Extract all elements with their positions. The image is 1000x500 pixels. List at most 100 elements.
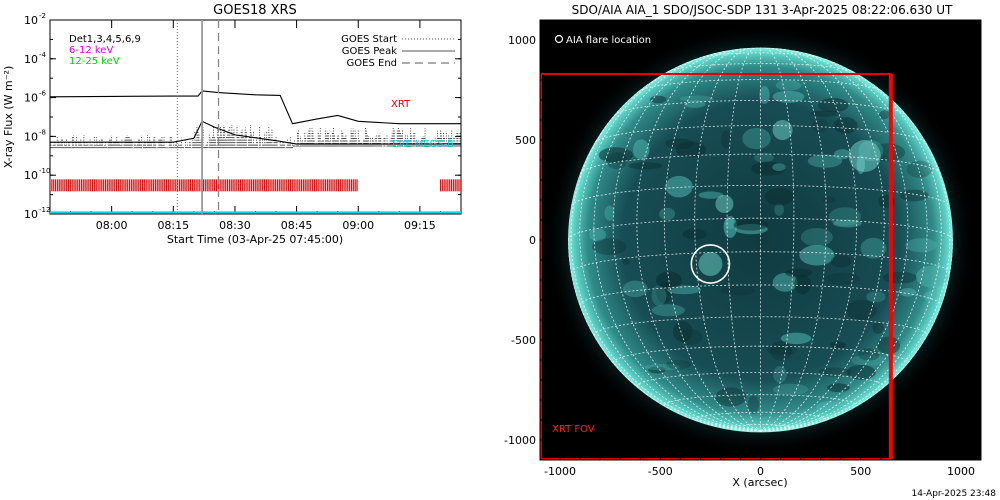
solar-texture-blob: [872, 322, 884, 334]
solar-texture-blob: [825, 272, 861, 286]
solar-texture-blob: [747, 395, 759, 414]
solar-texture-blob: [604, 205, 615, 221]
solar-texture-blob: [879, 110, 890, 120]
aia-y-tick-label: -1000: [504, 434, 536, 447]
goes-series-group: [50, 90, 461, 214]
aia-legend-circle-icon: [554, 34, 564, 44]
longitude-gridline: [570, 82, 761, 432]
solar-texture-blob: [906, 160, 933, 178]
solar-texture-blob: [720, 286, 755, 296]
solar-texture-blob: [877, 336, 901, 355]
channel-label-12-25kev: 12-25 keV: [69, 56, 120, 67]
solar-texture-blob: [780, 332, 812, 345]
goes-x-tick-label: 09:00: [342, 219, 374, 232]
solar-texture-blob: [810, 110, 841, 117]
goes-y-tick-label: 10: [24, 14, 38, 27]
solar-texture-blob: [644, 364, 680, 371]
solar-texture-blob: [666, 359, 692, 370]
goes-series-line-0: [50, 90, 461, 125]
goes-y-tick-exponent: -4: [39, 51, 47, 59]
solar-texture-blob: [679, 95, 714, 103]
latitude-gridline: [698, 52, 823, 59]
solar-texture-blob: [869, 143, 906, 162]
solar-texture-blob: [899, 189, 929, 202]
solar-texture-blob: [774, 203, 785, 216]
solar-texture-blob: [742, 127, 771, 150]
solar-texture-blob: [672, 321, 693, 342]
solar-texture-blob: [772, 273, 798, 292]
longitude-gridline: [760, 82, 951, 432]
goes-series-line-1: [50, 120, 461, 145]
longitude-gridline: [760, 48, 885, 432]
solar-texture-blob: [833, 117, 858, 134]
solar-texture-blob: [751, 161, 786, 176]
solar-texture-blob: [858, 140, 884, 162]
solar-texture-blob: [648, 366, 666, 374]
solar-texture-blob: [651, 285, 667, 306]
solar-texture-blob: [759, 86, 770, 104]
solar-texture-blob: [632, 139, 650, 160]
solar-texture-blob: [773, 366, 787, 383]
solar-texture-blob: [800, 227, 833, 247]
longitude-gridline: [636, 48, 761, 432]
latitude-gridline: [593, 316, 928, 336]
solar-texture-blob: [598, 147, 633, 163]
solar-texture-blob: [628, 162, 663, 170]
eve-megs-b-annotation: EVE MEGS-B: [392, 139, 454, 150]
solar-texture-blob: [651, 304, 685, 317]
solar-texture-blob: [775, 80, 802, 91]
aia-title: SDO/AIA AIA_1 SDO/JSOC-SDP 131 3-Apr-202…: [572, 3, 953, 17]
goes-x-tick-label: 08:15: [157, 219, 189, 232]
goes-x-tick-label: 08:45: [281, 219, 313, 232]
goes-legend: GOES Start GOES Peak GOES End: [341, 34, 455, 69]
active-region-bright: [772, 120, 793, 140]
solar-texture-blob: [846, 364, 876, 380]
solar-texture-blob: [766, 344, 797, 356]
goes-y-tick-exponent: -6: [39, 90, 47, 98]
goes-y-tick-exponent: -12: [39, 206, 50, 214]
xrt-annotation: XRT: [391, 99, 411, 110]
solar-texture-blob: [807, 154, 843, 168]
solar-texture-blob: [830, 255, 852, 268]
goes-x-tick-label: 08:00: [96, 219, 128, 232]
goes-y-tick-label: 10: [24, 208, 38, 221]
solar-texture-blob: [899, 287, 917, 297]
heliographic-grid: [568, 47, 953, 432]
solar-texture-blob: [698, 191, 724, 199]
solar-texture-blob: [811, 118, 829, 133]
solar-texture-blob: [905, 238, 938, 253]
aia-x-tick-label: -1000: [544, 465, 576, 478]
aia-y-axis: 1000 500 0 -500 -1000: [504, 19, 548, 461]
solar-texture-blob: [772, 90, 805, 103]
solar-texture-blob: [822, 196, 836, 204]
solar-texture-blob: [794, 274, 811, 295]
solar-active-regions: [589, 80, 948, 414]
solar-texture-blob: [860, 237, 887, 259]
active-region-bright: [848, 140, 881, 172]
solar-texture-blob: [772, 383, 809, 396]
solar-texture-blob: [845, 299, 877, 321]
goes-x-tick-label: 09:15: [404, 219, 436, 232]
goes-x-axis-label: Start Time (03-Apr-25 07:45:00): [167, 233, 343, 246]
goes-y-tick-exponent: -2: [39, 12, 46, 20]
solar-texture-blob: [827, 383, 850, 393]
longitude-gridline: [694, 47, 761, 432]
solar-texture-blob: [665, 175, 693, 198]
active-region-bright: [698, 252, 723, 276]
latitude-gridline: [694, 411, 827, 420]
solar-texture-blob: [764, 188, 794, 206]
longitude-gridline: [726, 47, 761, 432]
solar-texture-blob: [882, 271, 917, 284]
solar-texture-blob: [622, 280, 648, 298]
longitude-gridline: [760, 58, 942, 432]
active-region-bright: [715, 195, 734, 213]
goes-y-axis-label: X-ray Flux (W m⁻²): [2, 66, 15, 168]
xrt-bar-band: [440, 179, 461, 192]
aia-image-panel: SDO/AIA AIA_1 SDO/JSOC-SDP 131 3-Apr-202…: [504, 3, 982, 489]
aia-y-tick-label: 0: [529, 234, 536, 247]
solar-texture-blob: [915, 265, 948, 288]
aia-x-tick-label: 0: [757, 465, 764, 478]
solar-texture-blob: [829, 341, 846, 349]
